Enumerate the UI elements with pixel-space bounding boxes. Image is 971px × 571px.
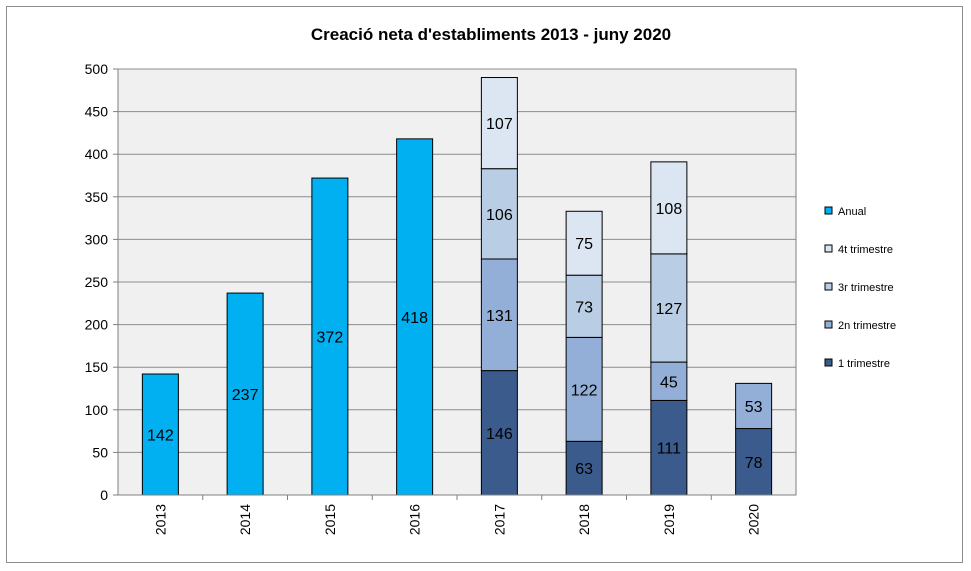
bar-segment (141, 373, 179, 496)
legend-label: 1 trimestre (838, 358, 890, 370)
x-tick-label: 2016 (407, 504, 423, 535)
y-tick-label: 150 (85, 359, 109, 375)
bar-segment (565, 440, 603, 496)
bar-segment (226, 292, 264, 496)
bar-segment (565, 210, 603, 276)
data-label: 53 (745, 399, 763, 416)
chart-title: Creació neta d'establiments 2013 - juny … (311, 25, 671, 44)
y-tick-label: 50 (92, 444, 108, 460)
bar-segment (650, 399, 688, 496)
y-tick-label: 450 (85, 104, 109, 120)
legend-swatch (824, 244, 833, 253)
bars: 142 237 372 418 146 131 106 107 63 122 73 75 111 45 12… (141, 77, 773, 496)
x-tick-label: 2015 (322, 504, 338, 535)
bar-segment (565, 336, 603, 442)
legend-swatch (824, 206, 833, 215)
bar-segment (396, 138, 434, 496)
legend-swatch (824, 320, 833, 329)
y-tick-label: 500 (85, 61, 109, 77)
bar-segment (480, 370, 518, 496)
x-tick-label: 2018 (576, 504, 592, 535)
data-label: 127 (656, 301, 683, 318)
legend-label: 2n trimestre (838, 320, 896, 332)
bar-segment (311, 177, 349, 496)
data-label: 73 (575, 299, 593, 316)
bar-segment (480, 168, 518, 260)
legend-swatch (824, 358, 833, 367)
bar-segment (650, 253, 688, 363)
data-label: 146 (486, 426, 513, 443)
y-tick-label: 400 (85, 146, 109, 162)
y-tick-label: 0 (100, 487, 108, 503)
x-tick-label: 2014 (237, 504, 253, 535)
data-label: 107 (486, 116, 513, 133)
bar-segment (735, 382, 773, 430)
data-label: 111 (657, 441, 681, 458)
legend-label: Anual (838, 206, 866, 218)
data-label: 108 (656, 201, 683, 218)
legend-label: 3r trimestre (838, 282, 894, 294)
legend-label: 4t trimestre (838, 244, 893, 256)
bar-segment (480, 258, 518, 372)
data-label: 75 (575, 236, 593, 253)
x-tick-label: 2020 (746, 504, 762, 535)
y-tick-label: 350 (85, 189, 109, 205)
data-label: 372 (317, 330, 344, 347)
y-tick-label: 300 (85, 231, 109, 247)
data-label: 418 (401, 310, 428, 327)
data-label: 122 (571, 382, 598, 399)
bar-segment (650, 161, 688, 255)
legend: Anual 4t trimestre 3r trimestre 2n trimestr… (824, 206, 896, 370)
data-label: 131 (486, 308, 513, 325)
data-label: 142 (147, 428, 174, 445)
y-tick-label: 250 (85, 274, 109, 290)
data-label: 63 (575, 461, 593, 478)
data-label: 45 (660, 374, 678, 391)
y-tick-label: 100 (85, 402, 109, 418)
data-label: 106 (486, 207, 513, 224)
axes: 0 50 100 150 200 250 300 350 400 450 500 2013 2014 20… (85, 61, 796, 535)
y-tick-label: 200 (85, 317, 109, 333)
legend-swatch (824, 282, 833, 291)
x-tick-label: 2017 (491, 504, 507, 535)
x-tick-label: 2019 (661, 504, 677, 535)
bar-segment (480, 77, 518, 170)
data-label: 78 (745, 455, 763, 472)
data-label: 237 (232, 387, 259, 404)
x-tick-label: 2013 (152, 504, 168, 535)
